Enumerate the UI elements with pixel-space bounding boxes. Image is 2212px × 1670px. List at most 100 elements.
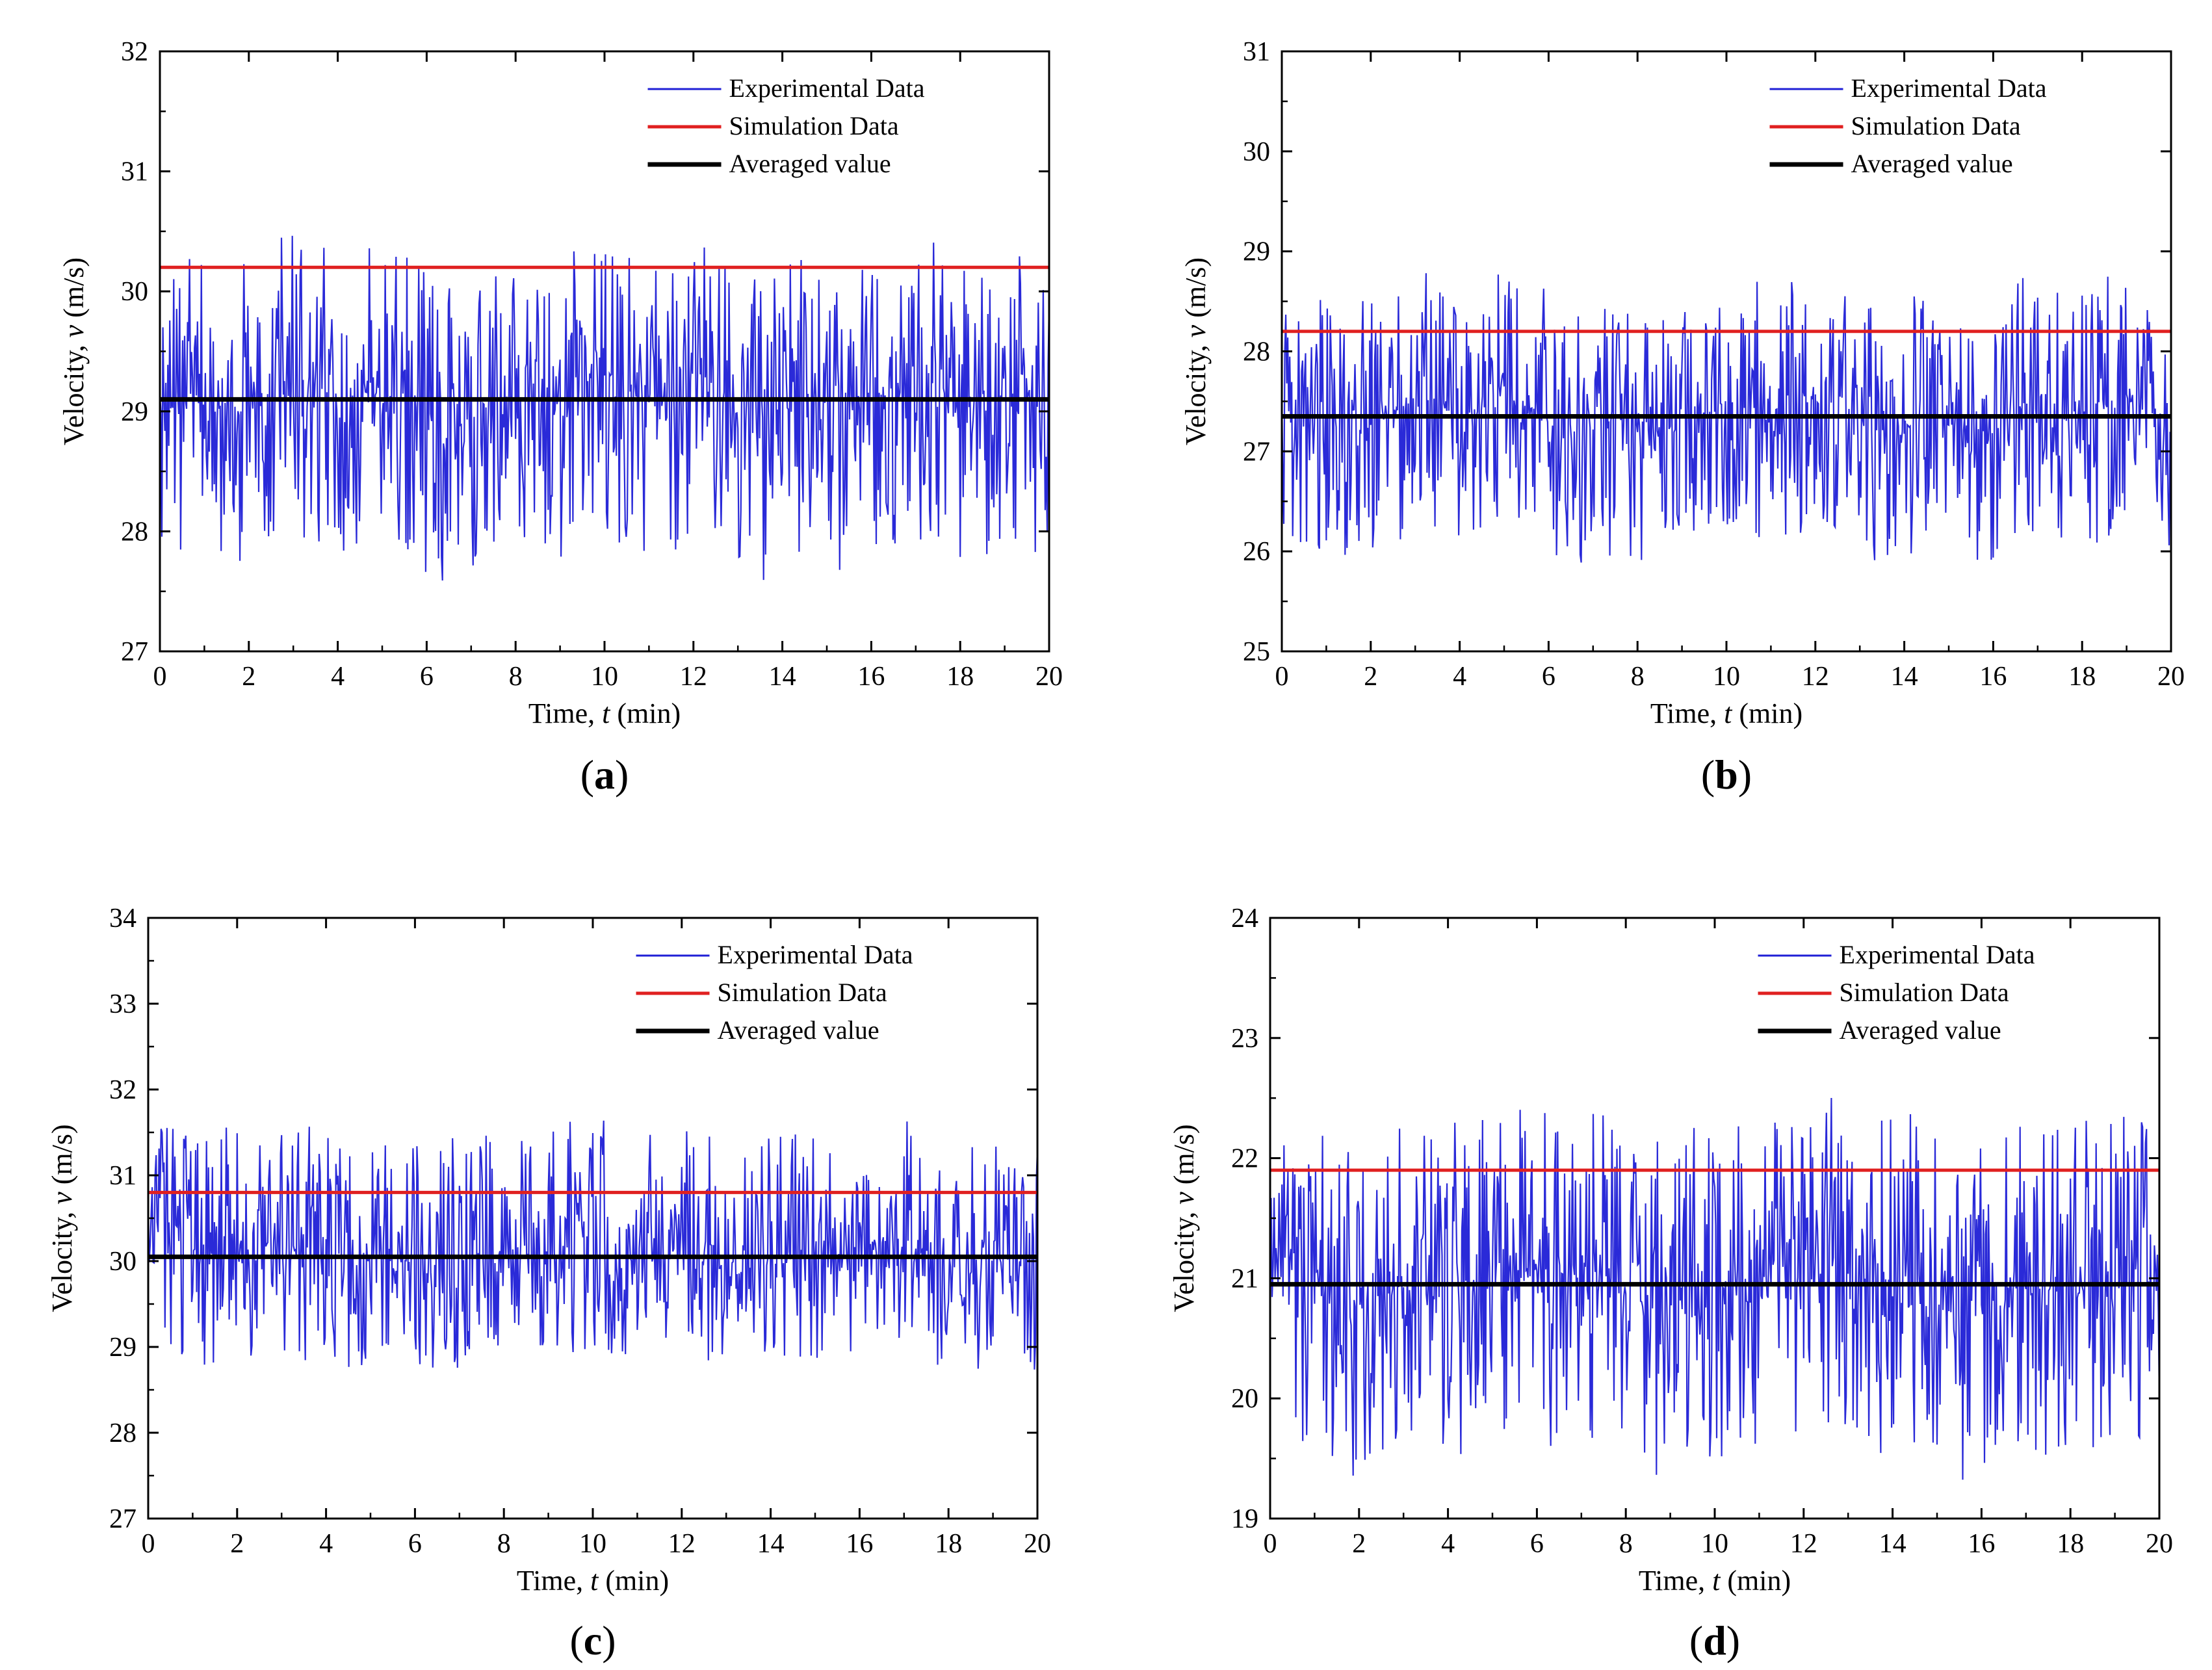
y-tick-label: 23 <box>1231 1024 1258 1054</box>
x-tick-label: 18 <box>935 1529 962 1559</box>
x-tick-label: 12 <box>1802 662 1829 692</box>
plot-area <box>1270 1097 2159 1480</box>
x-tick-label: 0 <box>1275 662 1289 692</box>
y-axis-title: Velocity, v (m/s) <box>58 257 90 445</box>
x-tick-label: 8 <box>497 1529 511 1559</box>
x-tick-label: 2 <box>230 1529 244 1559</box>
y-axis-title-var: v <box>1180 324 1212 337</box>
y-tick-label: 20 <box>1231 1384 1258 1414</box>
legend-label: Simulation Data <box>718 978 887 1007</box>
y-tick-label: 28 <box>109 1418 137 1448</box>
y-axis-title-prefix: Velocity, <box>1168 1205 1200 1312</box>
legend-label: Averaged value <box>1851 149 2013 178</box>
panel-label: (d) <box>1689 1617 1740 1663</box>
x-tick-label: 2 <box>1352 1529 1366 1559</box>
x-tick-label: 6 <box>1530 1529 1544 1559</box>
y-tick-label: 30 <box>121 277 148 307</box>
x-tick-label: 8 <box>509 662 523 692</box>
y-axis-title-prefix: Velocity, <box>46 1205 78 1312</box>
x-tick-label: 20 <box>2157 662 2185 692</box>
y-tick-label: 34 <box>109 904 137 933</box>
x-axis-title-var: t <box>590 1565 599 1597</box>
x-axis-title-prefix: Time, <box>517 1565 590 1597</box>
x-tick-label: 4 <box>1441 1529 1455 1559</box>
x-tick-label: 16 <box>846 1529 873 1559</box>
panel-label: (c) <box>569 1617 616 1663</box>
y-tick-label: 27 <box>1243 437 1270 467</box>
x-axis-title-suffix: (min) <box>1732 698 1802 729</box>
x-tick-label: 0 <box>153 662 167 692</box>
x-tick-label: 16 <box>1968 1529 1995 1559</box>
y-axis-title-suffix: (m/s) <box>58 257 90 325</box>
x-tick-label: 14 <box>757 1529 785 1559</box>
series-experimental-data <box>148 1120 1037 1370</box>
x-axis-title-var: t <box>602 698 611 729</box>
y-axis-title: Velocity, v (m/s) <box>1180 257 1212 445</box>
y-tick-label: 31 <box>109 1161 137 1191</box>
x-axis-title: Time, t (min) <box>1639 1565 1791 1597</box>
panel-label-open: ( <box>569 1617 583 1663</box>
y-tick-label: 28 <box>1243 337 1270 367</box>
x-tick-label: 16 <box>857 662 885 692</box>
x-tick-label: 12 <box>1790 1529 1817 1559</box>
x-tick-label: 10 <box>1713 662 1740 692</box>
y-tick-label: 27 <box>121 637 148 667</box>
x-tick-label: 0 <box>142 1529 155 1559</box>
panel-label-open: ( <box>1689 1617 1703 1663</box>
x-axis-title-prefix: Time, <box>1639 1565 1712 1597</box>
panel-label-open: ( <box>1701 751 1715 798</box>
chart-panel-b: 0 2 4 6 8 10 12 14 16 18 20 25 26 27 28 29 30 31 Time, t (… <box>1180 37 2185 798</box>
x-tick-label: 18 <box>2068 662 2096 692</box>
legend-label: Averaged value <box>1840 1015 2001 1045</box>
x-tick-label: 20 <box>2146 1529 2173 1559</box>
y-axis-title-suffix: (m/s) <box>46 1124 78 1192</box>
plot-area <box>1282 273 2171 563</box>
x-axis-title-suffix: (min) <box>610 698 681 729</box>
y-tick-label: 32 <box>121 37 148 67</box>
x-tick-label: 20 <box>1024 1529 1051 1559</box>
chart-panel-a: 0 2 4 6 8 10 12 14 16 18 20 27 28 29 30 31 32 Time, t (mi… <box>58 37 1063 798</box>
x-axis-title-suffix: (min) <box>1720 1565 1791 1597</box>
y-tick-label: 30 <box>109 1247 137 1277</box>
x-tick-label: 4 <box>319 1529 333 1559</box>
y-axis-title-suffix: (m/s) <box>1168 1124 1200 1192</box>
chart-panel-c: 0 2 4 6 8 10 12 14 16 18 20 27 28 29 30 31 32 33 34 Time, t… <box>46 904 1051 1663</box>
x-tick-label: 4 <box>1453 662 1466 692</box>
x-axis-title: Time, t (min) <box>528 698 681 729</box>
y-tick-label: 33 <box>109 989 137 1019</box>
x-tick-label: 14 <box>769 662 796 692</box>
x-tick-label: 0 <box>1264 1529 1277 1559</box>
x-tick-label: 12 <box>680 662 707 692</box>
x-tick-label: 14 <box>1891 662 1918 692</box>
x-tick-label: 18 <box>946 662 974 692</box>
x-tick-label: 2 <box>1364 662 1377 692</box>
legend-label: Experimental Data <box>1840 940 2035 969</box>
x-tick-label: 8 <box>1631 662 1645 692</box>
y-axis-title-prefix: Velocity, <box>58 337 90 445</box>
legend-label: Simulation Data <box>1840 978 2009 1007</box>
y-axis-title: Velocity, v (m/s) <box>46 1124 78 1312</box>
series-experimental-data <box>1270 1097 2159 1480</box>
y-tick-label: 27 <box>109 1504 137 1534</box>
legend-label: Simulation Data <box>729 111 899 140</box>
legend-label: Experimental Data <box>1851 73 2047 103</box>
x-axis-title: Time, t (min) <box>1650 698 1802 729</box>
x-tick-label: 18 <box>2057 1529 2084 1559</box>
y-axis-title-var: v <box>46 1192 78 1205</box>
y-tick-label: 26 <box>1243 537 1270 567</box>
legend-label: Averaged value <box>718 1015 879 1045</box>
y-axis-title-var: v <box>58 324 90 337</box>
legend-label: Experimental Data <box>718 940 913 969</box>
y-tick-label: 22 <box>1231 1144 1258 1174</box>
x-axis-title-prefix: Time, <box>1650 698 1724 729</box>
plot-frame <box>1269 917 2161 1520</box>
y-tick-label: 19 <box>1231 1504 1258 1534</box>
x-tick-label: 2 <box>242 662 255 692</box>
y-tick-label: 30 <box>1243 137 1270 167</box>
x-tick-label: 6 <box>420 662 434 692</box>
x-tick-label: 10 <box>579 1529 606 1559</box>
panel-label-letter: b <box>1715 751 1738 798</box>
panel-label: (a) <box>580 751 629 798</box>
x-tick-label: 20 <box>1035 662 1063 692</box>
y-tick-label: 29 <box>109 1333 137 1363</box>
